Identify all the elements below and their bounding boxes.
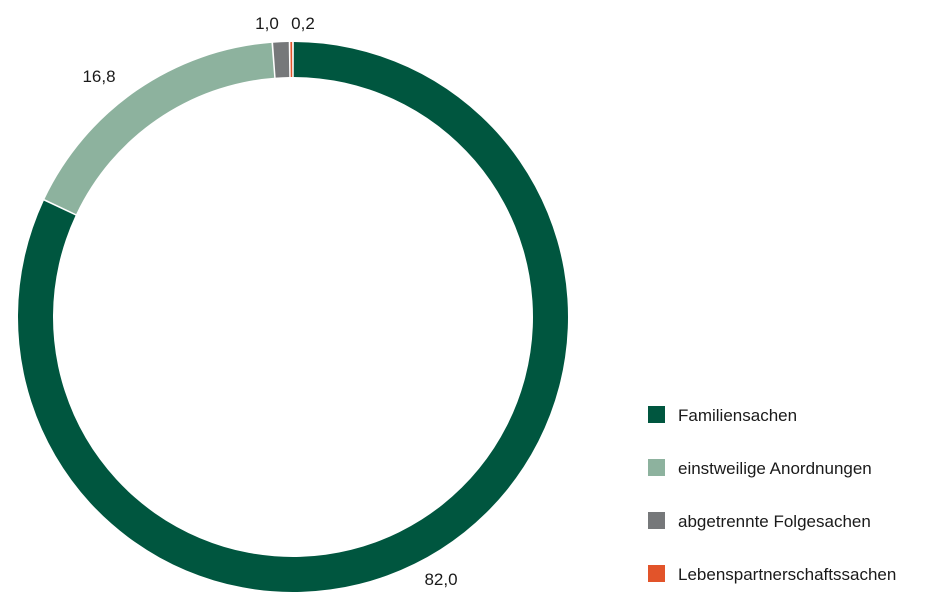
data-label-einstweilige-anordnungen: 16,8 [82,67,115,86]
data-label-familiensachen: 82,0 [424,570,457,589]
legend-item-einstweilige-anordnungen: einstweilige Anordnungen [648,459,872,478]
legend-swatch [648,512,665,529]
legend-label: einstweilige Anordnungen [678,459,872,478]
legend-label: Lebenspartnerschaftssachen [678,565,896,584]
legend: Familiensachen einstweilige Anordnungen ab… [648,406,896,584]
slice-abgetrennte-folgesachen [273,42,290,78]
donut-slices [18,42,568,592]
legend-swatch [648,406,665,423]
legend-item-familiensachen: Familiensachen [648,406,797,425]
slice-lebenspartnerschaftssachen [290,42,293,78]
data-label-abgetrennte-folgesachen: 1,0 [255,14,279,33]
data-labels: 82,0 16,8 1,0 0,2 [82,14,457,589]
slice-einstweilige-anordnungen [44,42,275,215]
legend-swatch [648,565,665,582]
legend-swatch [648,459,665,476]
legend-label: Familiensachen [678,406,797,425]
legend-item-abgetrennte-folgesachen: abgetrennte Folgesachen [648,512,871,531]
legend-item-lebenspartnerschaftssachen: Lebenspartnerschaftssachen [648,565,896,584]
data-label-lebenspartnerschaftssachen: 0,2 [291,14,315,33]
legend-label: abgetrennte Folgesachen [678,512,871,531]
